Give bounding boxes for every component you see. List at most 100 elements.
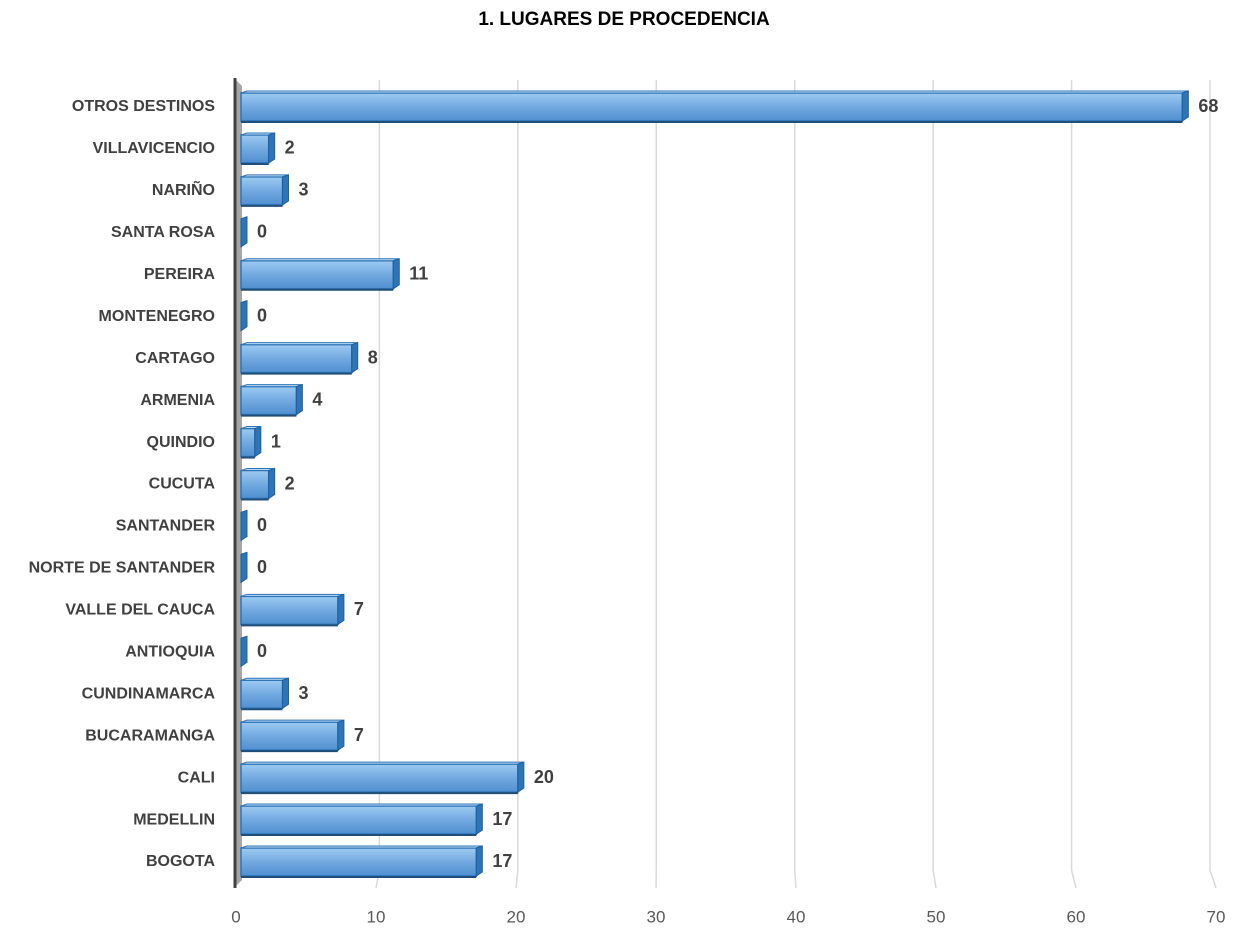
grid-line — [1070, 80, 1077, 889]
value-label: 68 — [1198, 96, 1218, 116]
bar — [240, 551, 248, 584]
bar-side — [517, 761, 525, 794]
x-tick-label: 50 — [927, 907, 946, 926]
bar-front — [240, 92, 1184, 122]
bar-top — [240, 384, 303, 388]
value-label: 2 — [285, 473, 295, 493]
bar-front — [240, 763, 519, 793]
bar — [240, 467, 276, 501]
value-label: 7 — [354, 599, 364, 619]
bar-side — [1181, 90, 1189, 122]
bar — [240, 132, 276, 165]
value-label: 0 — [257, 557, 267, 577]
chart-title: 1. LUGARES DE PROCEDENCIA — [478, 9, 770, 30]
bar-top — [240, 174, 289, 178]
value-label: 0 — [257, 222, 267, 242]
bar — [240, 593, 345, 627]
bar — [240, 216, 248, 248]
x-tick-label: 0 — [231, 907, 240, 926]
value-label: 7 — [354, 725, 364, 745]
category-label: NORTE DE SANTANDER — [29, 560, 216, 577]
bar — [240, 300, 248, 332]
bar-front — [240, 721, 339, 751]
bar-front — [240, 679, 284, 709]
category-label: VALLE DEL CAUCA — [65, 602, 215, 619]
bar-top — [240, 761, 525, 765]
grid-line — [1209, 80, 1217, 889]
value-label: 0 — [257, 641, 267, 661]
category-label: SANTANDER — [116, 518, 216, 535]
category-label: ANTIOQUIA — [125, 643, 215, 660]
bar-side — [268, 467, 276, 500]
value-label: 11 — [409, 264, 428, 284]
category-label: BOGOTA — [146, 853, 215, 870]
bar-side — [268, 132, 276, 164]
value-label: 20 — [534, 767, 554, 787]
x-tick-label: 10 — [367, 907, 386, 926]
bar-front — [240, 343, 353, 374]
value-label: 17 — [492, 809, 512, 829]
bar — [240, 719, 345, 753]
bar-side — [240, 509, 248, 542]
bar-front — [240, 260, 395, 290]
bar-front — [240, 469, 270, 500]
value-label: 3 — [299, 683, 309, 703]
bar-front — [240, 176, 284, 206]
bar-top — [240, 803, 483, 807]
x-tick-label: 60 — [1067, 907, 1086, 926]
bar-side — [295, 383, 303, 416]
x-tick-label: 40 — [787, 907, 806, 926]
value-label: 0 — [257, 305, 267, 325]
bar-side — [351, 341, 359, 374]
value-label: 3 — [299, 180, 309, 200]
grid-line — [932, 80, 937, 889]
value-label: 17 — [492, 851, 512, 871]
bar-side — [282, 677, 290, 710]
bar — [240, 425, 262, 459]
category-label: CALI — [178, 769, 215, 786]
category-label: VILLAVICENCIO — [93, 140, 215, 157]
bar — [240, 258, 400, 291]
x-tick-label: 70 — [1207, 907, 1226, 926]
bar-side — [337, 719, 345, 752]
bar — [240, 341, 359, 375]
value-label: 8 — [368, 347, 378, 367]
category-label: QUINDIO — [147, 434, 215, 451]
bar — [240, 90, 1189, 123]
bar-top — [240, 593, 345, 597]
bar — [240, 845, 483, 878]
bar-top — [240, 719, 345, 723]
grid-line — [515, 80, 519, 889]
category-label: MEDELLIN — [133, 811, 215, 828]
category-label: NARIÑO — [152, 179, 215, 199]
category-label: BUCARAMANGA — [85, 727, 215, 744]
value-label: 1 — [271, 431, 281, 451]
bar-side — [254, 425, 262, 458]
value-label: 0 — [257, 515, 267, 535]
bar — [240, 174, 290, 207]
category-label: CUNDINAMARCA — [82, 685, 216, 702]
bar-front — [240, 595, 339, 626]
bar-side — [392, 258, 400, 290]
bar — [240, 677, 290, 711]
bar-top — [240, 845, 483, 849]
bar-front — [240, 385, 298, 416]
bar-side — [475, 803, 483, 835]
category-label: CARTAGO — [135, 350, 215, 367]
bar-front — [240, 134, 270, 164]
bar-front — [240, 805, 478, 835]
bar-side — [240, 300, 248, 332]
bar — [240, 761, 525, 795]
bar-side — [240, 216, 248, 248]
category-label: MONTENEGRO — [99, 308, 215, 325]
category-label: OTROS DESTINOS — [72, 98, 215, 115]
category-label: CUCUTA — [149, 476, 216, 493]
x-tick-label: 20 — [507, 907, 526, 926]
bar-side — [475, 845, 483, 877]
category-label: PEREIRA — [144, 266, 216, 283]
bar-side — [282, 174, 290, 206]
bar-top — [240, 342, 358, 346]
bar — [240, 803, 483, 837]
